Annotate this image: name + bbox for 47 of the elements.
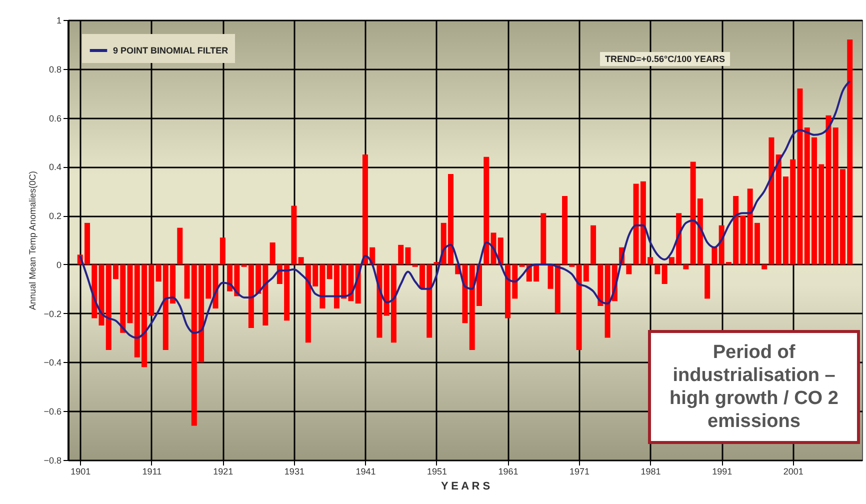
- bar: [562, 196, 568, 264]
- x-tick-label: 1931: [284, 466, 304, 476]
- y-tick-label: 0.2: [48, 211, 62, 222]
- bar: [220, 238, 226, 264]
- bar: [177, 228, 183, 264]
- line-series: [79, 80, 851, 339]
- x-tick-label: 1901: [70, 466, 91, 476]
- y-tick-label: −0.8: [44, 456, 62, 466]
- y-tick-label: 1: [56, 16, 62, 26]
- bar: [598, 264, 604, 306]
- text-box: Period of industrialisation – high growth / CO 2 emissions: [648, 330, 860, 444]
- y-tick-label: −0.6: [44, 406, 62, 417]
- bar: [291, 206, 297, 264]
- y-tick-label: −0.4: [44, 358, 62, 368]
- bar: [662, 264, 668, 284]
- x-tick-label: 2001: [783, 466, 804, 476]
- bar: [704, 264, 710, 299]
- x-axis-title: Y E A R S: [440, 480, 490, 492]
- y-tick-label: −0.2: [44, 308, 62, 319]
- bar: [376, 264, 382, 338]
- bar: [298, 257, 304, 264]
- x-tick-label: 1961: [498, 466, 518, 476]
- y-tick-label: 0.4: [48, 162, 62, 172]
- bar: [762, 264, 768, 270]
- y-tick-label: 0.8: [48, 64, 62, 74]
- y-tick-label: 0: [56, 260, 62, 270]
- x-tick-label: 1941: [356, 466, 376, 476]
- bar: [569, 264, 575, 267]
- bar: [270, 242, 276, 264]
- y-axis-title: Annual Mean Temp Anomalies(0C): [28, 171, 38, 310]
- bar: [484, 156, 490, 264]
- x-tick-label: 1991: [712, 466, 732, 476]
- bar: [654, 264, 660, 274]
- bar: [712, 247, 718, 264]
- bar: [683, 264, 689, 270]
- bar: [590, 225, 596, 264]
- bar: [540, 213, 546, 264]
- x-tick-label: 1951: [426, 466, 448, 476]
- x-tick-label: 1921: [213, 466, 234, 476]
- annotation: TREND=+0.56°C/100 YEARS: [600, 52, 730, 66]
- bar: [768, 137, 774, 264]
- y-tick-label: 0.6: [48, 113, 62, 124]
- x-tick-label: 1981: [640, 466, 661, 476]
- legend-label: 9 POINT BINOMIAL FILTER: [113, 46, 229, 56]
- x-tick-label: 1911: [142, 466, 162, 476]
- x-tick-label: 1971: [570, 466, 590, 476]
- bar: [626, 264, 632, 274]
